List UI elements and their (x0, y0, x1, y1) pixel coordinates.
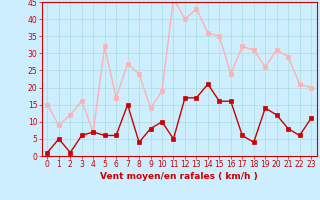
X-axis label: Vent moyen/en rafales ( km/h ): Vent moyen/en rafales ( km/h ) (100, 172, 258, 181)
